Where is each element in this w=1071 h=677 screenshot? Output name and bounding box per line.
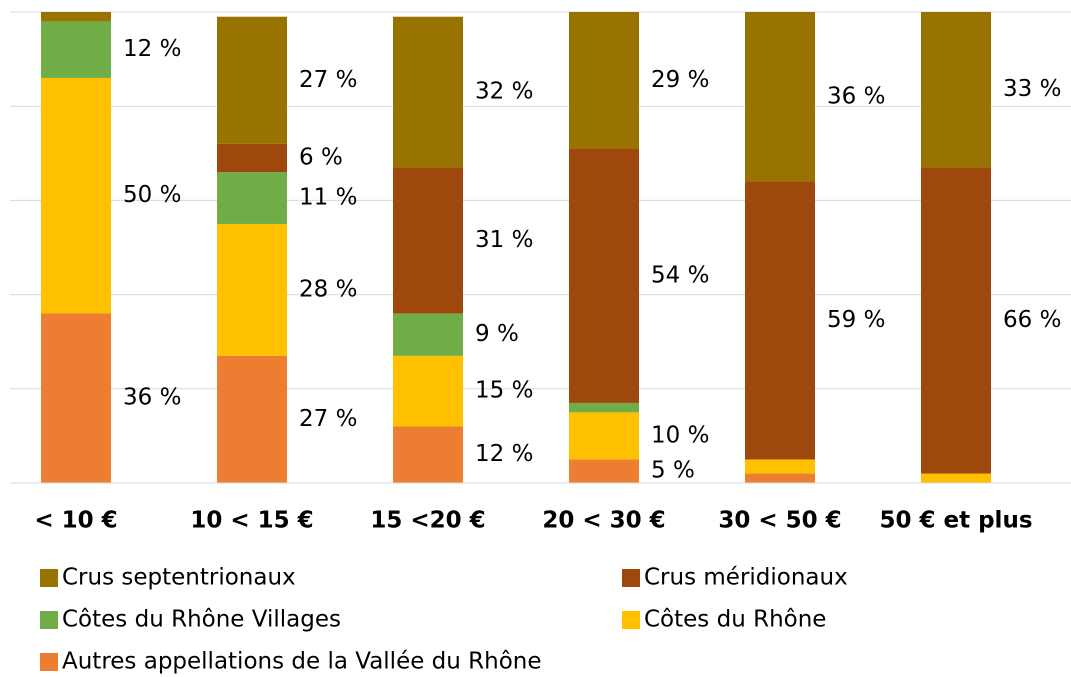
bar-segment [217,16,287,144]
legend-swatch [40,653,58,671]
data-label: 15 % [475,378,533,404]
bar-segment [393,16,463,168]
bar-segment [921,167,991,474]
data-label: 36 % [123,385,181,411]
bar-segment [745,181,815,460]
data-label: 32 % [475,79,533,105]
data-label: 12 % [123,36,181,62]
legend-swatch [40,611,58,629]
bar-segment [569,12,639,149]
x-tick-label: 15 <20 € [370,508,485,534]
bar-segment [41,77,111,314]
data-label: 50 % [123,182,181,208]
x-tick-label: 10 < 15 € [190,508,313,534]
data-label: 54 % [651,262,709,288]
bar-segment [217,355,287,483]
legend-label: Côtes du Rhône [644,607,826,633]
data-label: 11 % [299,185,357,211]
bar-segment [393,167,463,314]
bar-segment [921,473,991,483]
data-label: 9 % [475,321,519,347]
data-label: 33 % [1003,76,1061,102]
bar-segment [921,12,991,168]
data-label: 31 % [475,227,533,253]
legend-swatch [622,611,640,629]
legend-label: Autres appellations de la Vallée du Rhôn… [62,649,542,675]
bar-segment [393,426,463,483]
legend-swatch [40,569,58,587]
bar-segment [569,402,639,413]
bar-segment [41,313,111,483]
data-label: 12 % [475,441,533,467]
bar-segment [393,313,463,356]
data-label: 10 % [651,422,709,448]
data-label: 59 % [827,307,885,333]
bar-segment [745,459,815,474]
legend-swatch [622,569,640,587]
x-tick-label: 20 < 30 € [542,508,665,534]
bar-segment [745,473,815,483]
data-label: 6 % [299,145,343,171]
bar-segment [217,172,287,224]
data-label: 29 % [651,67,709,93]
x-tick-label: 30 < 50 € [718,508,841,534]
x-tick-label: 50 € et plus [879,508,1032,534]
data-label: 66 % [1003,307,1061,333]
bar-segment [569,459,639,483]
bar-segment [41,21,111,78]
x-tick-label: < 10 € [34,508,117,534]
data-label: 27 % [299,67,357,93]
bar-segment [393,355,463,427]
data-label: 28 % [299,276,357,302]
data-label: 36 % [827,83,885,109]
bar-segment [569,148,639,403]
bar-segment [217,143,287,173]
bar-segment [217,223,287,356]
bar-segment [569,412,639,460]
data-label: 27 % [299,406,357,432]
legend-label: Crus septentrionaux [62,565,296,591]
legend-label: Côtes du Rhône Villages [62,607,341,633]
bar-segment [41,12,111,22]
data-label: 5 % [651,458,695,484]
bar-segment [745,12,815,182]
legend-label: Crus méridionaux [644,565,848,591]
